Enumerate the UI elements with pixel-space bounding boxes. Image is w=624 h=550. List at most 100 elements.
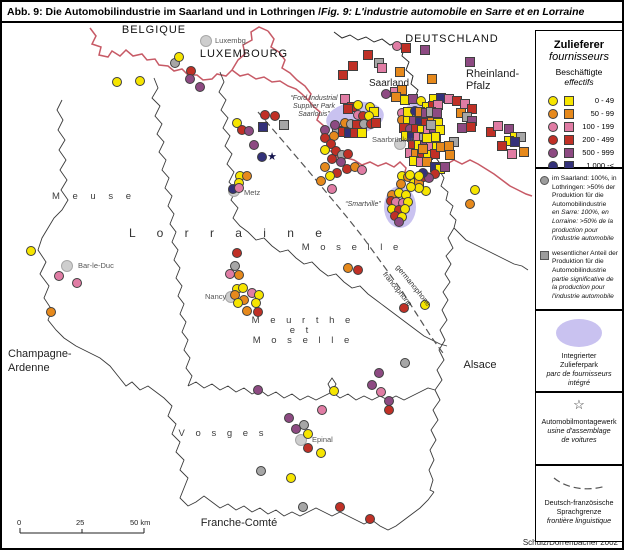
supplier-marker [416, 96, 426, 106]
legend-note-square: wesentlicher Anteil der Produktion für di… [536, 250, 622, 302]
credit: Schulz/Dörrenbächer 2002 [522, 538, 618, 547]
map-annotation: “Smartville” [345, 201, 381, 208]
legend-line: intégré [568, 378, 590, 387]
class-circle-swatch [548, 95, 558, 106]
supplier-marker [422, 133, 432, 143]
map-label: Saarland [368, 78, 410, 89]
class-label: 0 - 49 [594, 96, 614, 105]
legend-line: partie significative de [552, 275, 614, 283]
supplier-marker [316, 176, 326, 186]
map-label: BELGIQUE [121, 24, 187, 36]
supplier-marker [284, 413, 294, 423]
supplier-marker [348, 61, 358, 71]
supplier-marker [232, 248, 242, 258]
supplier-marker [343, 149, 353, 159]
supplier-marker [327, 184, 337, 194]
supplier-marker [317, 405, 327, 415]
supplier-marker [420, 300, 430, 310]
legend-line: Zulieferpark [560, 360, 598, 369]
supplier-marker [320, 145, 330, 155]
legend-line: Automobilindustrie [552, 200, 607, 208]
map-label: Rheinland- [466, 68, 520, 80]
legend-line: Sprachgrenze [556, 507, 602, 516]
map-label: M e u s e [51, 191, 137, 202]
supplier-marker [507, 149, 517, 159]
class-label: 50 - 99 [590, 109, 614, 118]
supplier-marker [420, 45, 430, 55]
map-annotation: “Ford Industrial [290, 95, 338, 102]
supplier-marker [234, 270, 244, 280]
supplier-marker [397, 85, 407, 95]
supplier-marker [367, 380, 377, 390]
city-dot [394, 138, 406, 150]
supplier-marker [279, 120, 289, 130]
supplier-marker [384, 405, 394, 415]
supplier-marker [418, 144, 428, 154]
supplier-marker [338, 70, 348, 80]
supplier-marker [54, 271, 64, 281]
map-label: V o s g e s [178, 428, 268, 439]
title-french: Fig. 9: L'industrie automobile en Sarre … [321, 5, 585, 18]
supplier-marker [504, 124, 514, 134]
title-german: Abb. 9: Die Automobilindustrie im Saarla… [7, 5, 322, 18]
class-square-swatch [564, 134, 574, 145]
legend-title-fr: fournisseurs [549, 51, 609, 63]
legend-line: im Saarland: 100%, in [552, 175, 617, 182]
legend-line: Lorraine: >50% de la [552, 217, 614, 225]
supplier-marker [377, 63, 387, 73]
legend-line: parc de fournisseurs [546, 369, 612, 378]
legend-line: frontière linguistique [546, 516, 612, 525]
language-border-line [257, 111, 444, 354]
supplier-marker [353, 100, 363, 110]
class-square-swatch [564, 108, 574, 119]
legend-class-row: 50 - 99 [536, 107, 622, 120]
supplier-marker [112, 77, 122, 87]
legend-class-row: 100 - 199 [536, 120, 622, 133]
city-label: Luxembg. [215, 36, 248, 45]
supplier-marker [519, 147, 529, 157]
legend-line: l'industrie automobile [552, 292, 614, 300]
supplier-marker [242, 306, 252, 316]
legend-language-text: Deutsch-französische Sprachgrenze frontièr… [536, 498, 622, 525]
supplier-marker [249, 140, 259, 150]
supplier-marker [320, 162, 330, 172]
legend-park-text: Integrierter Zulieferpark parc de fourniss… [536, 351, 622, 387]
supplier-marker [26, 246, 36, 256]
supplier-marker [303, 443, 313, 453]
legend-line: Integrierter [561, 351, 597, 360]
map-label: Pfalz [466, 80, 491, 92]
park-ellipse-icon [556, 319, 602, 347]
class-label: 500 - 999 [582, 148, 614, 157]
supplier-marker [432, 108, 442, 118]
supplier-marker [430, 149, 440, 159]
supplier-marker [174, 52, 184, 62]
supplier-marker [376, 387, 386, 397]
supplier-marker [135, 76, 145, 86]
scale-label-0: 0 [17, 518, 22, 527]
supplier-marker [427, 74, 437, 84]
supplier-marker [257, 152, 267, 162]
assembly-plant-star: ★ [267, 150, 277, 163]
supplier-marker [497, 141, 507, 151]
legend-line: Produktion für die [552, 192, 604, 200]
legend-line: Automobilmontagewerk [541, 417, 617, 426]
class-circle-swatch [548, 108, 558, 119]
class-circle-swatch [548, 147, 558, 158]
supplier-marker [72, 278, 82, 288]
map-label: Franche-Comté [200, 517, 278, 529]
supplier-marker [374, 368, 384, 378]
supplier-marker [467, 104, 477, 114]
city-dot [200, 35, 212, 47]
circle-note-icon [540, 176, 549, 185]
legend-line: usine d'assemblage [547, 426, 611, 435]
city-label: Epinal [312, 435, 333, 444]
legend-line: wesentlicher Anteil der [552, 249, 618, 257]
legend-language-border: Deutsch-französische Sprachgrenze frontièr… [535, 465, 622, 542]
scale-label-50: 50 km [130, 518, 151, 527]
map-label: e t [289, 325, 313, 336]
supplier-marker [395, 67, 405, 77]
supplier-marker [316, 448, 326, 458]
map-annotation: Saarlouis” [298, 111, 330, 118]
class-square-swatch [564, 95, 574, 106]
